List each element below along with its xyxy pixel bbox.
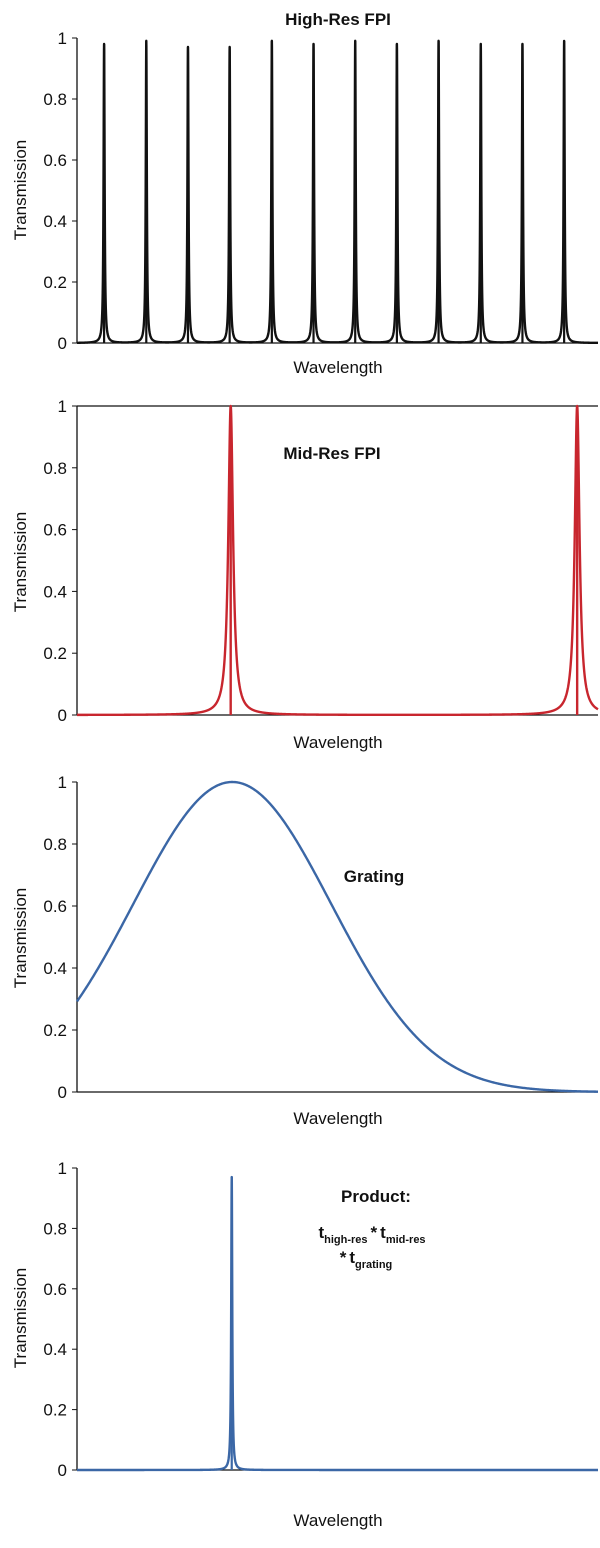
- y-tick-label: 1: [58, 1159, 67, 1178]
- y-tick-label: 0.6: [43, 521, 67, 540]
- formula-t-grating: t: [349, 1248, 355, 1267]
- y-axis-label: Transmission: [11, 1268, 30, 1368]
- series-line: [75, 404, 600, 717]
- y-tick-label: 0.6: [43, 1280, 67, 1299]
- y-tick-label: 0.6: [43, 151, 67, 170]
- series-peak-lines: [229, 406, 579, 715]
- y-tick-label: 0.2: [43, 1401, 67, 1420]
- y-tick-label: 0.2: [43, 273, 67, 292]
- formula-t-mid: t: [380, 1223, 386, 1242]
- series-peak-lines: [102, 41, 566, 343]
- chart-title: Product:: [341, 1187, 411, 1206]
- formula-op-2: *: [340, 1248, 347, 1267]
- chart-panel-high-res: High-Res FPI Wavelength Transmission 0 0.…: [0, 0, 600, 385]
- chart-title: Grating: [344, 867, 404, 886]
- high-res-fpi-chart: High-Res FPI Wavelength Transmission 0 0.…: [11, 10, 600, 377]
- y-tick-label: 0: [58, 706, 67, 725]
- x-axis-label: Wavelength: [293, 1511, 382, 1530]
- formula-line-1: thigh-res * tmid-res: [318, 1223, 425, 1246]
- y-tick-label: 0.4: [43, 1340, 67, 1359]
- chart-panel-mid-res: Mid-Res FPI Wavelength Transmission 0 0.2…: [0, 385, 600, 765]
- y-tick-label: 0.4: [43, 212, 67, 231]
- y-tick-label: 0.4: [43, 959, 67, 978]
- x-axis-label: Wavelength: [293, 1109, 382, 1128]
- y-axis-label: Transmission: [11, 140, 30, 240]
- y-tick-label: 0.2: [43, 1021, 67, 1040]
- grating-chart: Grating Wavelength Transmission 0 0.2 0.4 0…: [11, 773, 599, 1128]
- series-line: [76, 780, 599, 1093]
- series-line: [75, 39, 600, 345]
- y-tick-label: 0: [58, 1461, 67, 1480]
- y-tick-label: 0.4: [43, 582, 67, 601]
- y-tick-label: 1: [58, 29, 67, 48]
- product-chart: Product: thigh-res * tmid-res * tgrating Wa…: [11, 1159, 600, 1530]
- x-axis-label: Wavelength: [293, 733, 382, 752]
- formula-sub-mid: mid-res: [386, 1234, 426, 1246]
- y-axis-label: Transmission: [11, 512, 30, 612]
- series-line: [75, 1175, 600, 1472]
- y-axis-label: Transmission: [11, 888, 30, 988]
- x-axis-label: Wavelength: [293, 358, 382, 377]
- y-tick-label: 0.8: [43, 90, 67, 109]
- formula-op-1: *: [371, 1223, 378, 1242]
- y-tick-label: 0: [58, 334, 67, 353]
- chart-title: Mid-Res FPI: [283, 444, 380, 463]
- formula-t-high: t: [318, 1223, 324, 1242]
- formula-sub-high: high-res: [324, 1234, 367, 1246]
- y-tick-label: 1: [58, 397, 67, 416]
- y-tick-label: 0.2: [43, 644, 67, 663]
- chart-panel-grating: Grating Wavelength Transmission 0 0.2 0.4 0…: [0, 765, 600, 1150]
- formula-line-2: * tgrating: [340, 1248, 393, 1271]
- mid-res-fpi-chart: Mid-Res FPI Wavelength Transmission 0 0.2…: [11, 397, 600, 752]
- chart-title: High-Res FPI: [285, 10, 391, 29]
- y-tick-label: 0.6: [43, 897, 67, 916]
- y-tick-label: 0: [58, 1083, 67, 1102]
- y-tick-label: 1: [58, 773, 67, 792]
- formula-sub-grating: grating: [355, 1259, 392, 1271]
- y-tick-label: 0.8: [43, 835, 67, 854]
- y-tick-label: 0.8: [43, 459, 67, 478]
- y-tick-label: 0.8: [43, 1219, 67, 1238]
- chart-panel-product: Product: thigh-res * tmid-res * tgrating Wa…: [0, 1150, 600, 1543]
